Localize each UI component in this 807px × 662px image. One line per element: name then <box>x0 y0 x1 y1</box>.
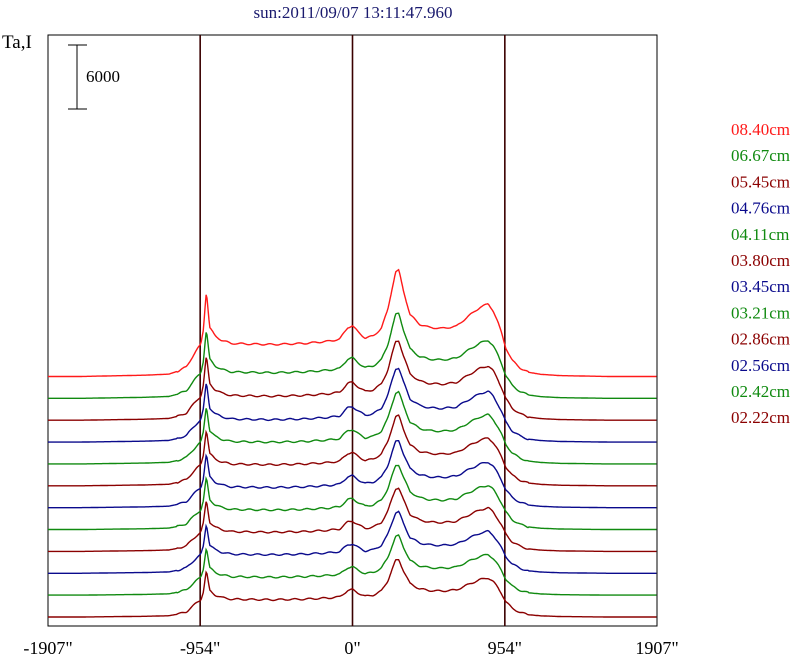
scale-bar: 6000 <box>68 44 120 110</box>
series-line <box>48 414 657 487</box>
legend-entry: 05.45cm <box>731 172 790 191</box>
series-curves <box>48 268 657 618</box>
x-tick-label: 1907" <box>635 638 678 658</box>
legend-entry: 02.56cm <box>731 356 790 375</box>
series-line <box>48 487 657 553</box>
series-line <box>48 312 657 399</box>
legend-entry: 08.40cm <box>731 120 790 139</box>
chart-title: sun:2011/09/07 13:11:47.960 <box>254 3 453 22</box>
series-line <box>48 340 657 421</box>
series-line <box>48 464 657 531</box>
series-line <box>48 367 657 443</box>
legend-entry: 06.67cm <box>731 146 790 165</box>
scale-bar-label: 6000 <box>86 67 120 86</box>
legend-entry: 04.11cm <box>731 225 789 244</box>
x-tick-label: -954" <box>180 638 220 658</box>
x-tick-label: 954" <box>488 638 522 658</box>
legend-entry: 03.45cm <box>731 277 790 296</box>
legend-entry: 04.76cm <box>731 199 790 218</box>
series-line <box>48 440 657 509</box>
series-line <box>48 559 657 618</box>
legend-entry: 03.80cm <box>731 251 790 270</box>
y-axis-label: Ta,I <box>2 32 32 53</box>
series-line <box>48 510 657 574</box>
series-line <box>48 534 657 596</box>
legend-entry: 02.86cm <box>731 330 790 349</box>
x-tick-label: -1907" <box>23 638 72 658</box>
x-tick-labels: -1907" -954" 0" 954" 1907" <box>23 638 678 658</box>
legend-entry: 02.42cm <box>731 382 790 401</box>
series-line <box>48 268 657 378</box>
legend: 08.40cm 06.67cm 05.45cm 04.76cm 04.11cm 03.80… <box>731 120 790 427</box>
legend-entry: 02.22cm <box>731 408 790 427</box>
legend-entry: 03.21cm <box>731 303 790 322</box>
reference-lines <box>199 35 506 626</box>
x-tick-label: 0" <box>344 638 360 658</box>
series-line <box>48 390 657 465</box>
